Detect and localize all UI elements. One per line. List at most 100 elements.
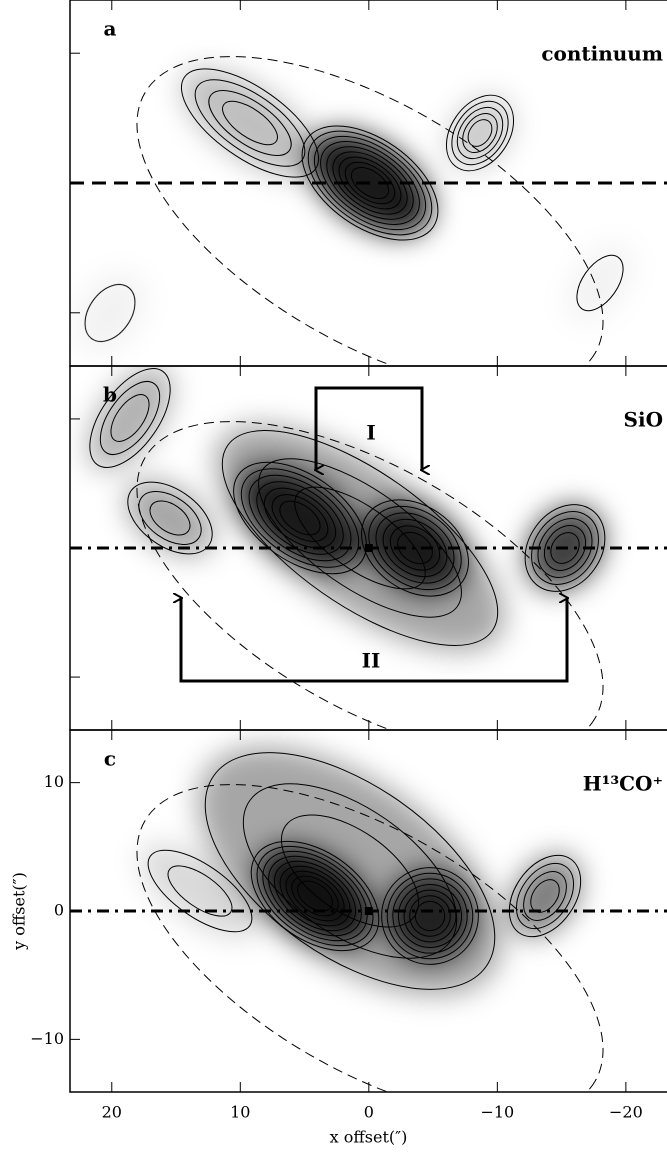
contour [248,474,352,562]
contour [273,860,357,932]
center-marker [364,544,373,552]
contour [445,94,515,172]
emission-blob [197,746,503,996]
emission-blob [125,480,215,556]
contour [167,865,233,917]
negative-contour [136,56,604,366]
contour [242,783,458,959]
contour [332,151,408,215]
contour [350,166,390,200]
contour [307,130,433,236]
contour [208,90,292,156]
contour [127,481,213,555]
contour [451,100,509,166]
emission-image [74,68,633,354]
contour [301,125,439,241]
panel-title: continuum [541,42,663,66]
contour [344,161,396,205]
contour [194,79,306,167]
contour [271,494,329,542]
contour [524,504,606,592]
contour [262,850,368,942]
x-axis-label: x offset(″) [330,1128,408,1147]
contour [256,481,344,555]
contour [576,254,624,312]
panel-label: b [103,383,117,407]
negative-contour [136,784,604,1092]
contour [233,461,367,575]
contour [268,855,362,937]
arrows [181,386,567,683]
contour [180,68,320,178]
contour [508,854,582,938]
contour [149,500,191,536]
emission-blob [567,243,633,323]
contour [110,394,150,442]
contour [381,867,479,965]
contour [222,100,278,146]
contour [279,500,321,536]
contour [375,512,455,584]
annotation: II [362,649,381,673]
panel-title: SiO [624,408,663,432]
contour [263,487,337,549]
contour [531,511,599,585]
contour [389,525,441,571]
contour [326,146,414,220]
contour [537,518,593,578]
x-tick-label: 20 [102,1103,122,1122]
bracket-i [316,386,422,470]
y-tick-label: −10 [30,1029,64,1048]
contour [313,135,427,231]
contour [386,872,474,960]
bracket-ii [181,598,567,683]
contour [99,381,161,455]
contour [382,518,448,578]
panel [70,746,667,1092]
contour [550,532,580,564]
center-marker [364,907,373,915]
emission-blob [74,272,146,354]
panel [70,56,667,366]
contour [409,895,451,937]
x-tick-label: 10 [230,1103,250,1122]
contour [392,878,468,954]
contour [204,752,496,990]
contour [403,889,457,943]
contour [138,491,202,545]
panel-label: a [104,17,117,41]
x-tick-label: −20 [609,1103,643,1122]
emission-image [140,746,581,996]
contour [543,525,587,571]
contour [361,499,469,597]
contour [368,505,462,591]
emission-image [87,366,604,652]
emission-blob [181,68,319,178]
contour [397,531,433,565]
emission-blob [87,366,173,471]
contour [285,870,345,922]
x-tick-label: 0 [364,1103,374,1122]
panel-title: H¹³CO⁺ [583,772,663,796]
y-tick-label: 10 [44,772,64,791]
emission-blob [215,424,505,652]
annotation: I [366,421,375,445]
contour [279,865,351,927]
y-axis-label: y offset(″) [10,872,29,951]
contour [467,119,493,147]
panel-label: c [104,747,116,771]
y-tick-label: 0 [54,901,64,920]
negative-contour [136,421,604,730]
contour [294,486,426,590]
contour [89,368,171,468]
contour [523,871,567,921]
contour [280,814,420,928]
contour [456,106,504,160]
contour [258,458,462,618]
contour [256,845,374,947]
contour [221,430,499,646]
emission-blob [140,843,260,939]
contour [320,141,420,225]
